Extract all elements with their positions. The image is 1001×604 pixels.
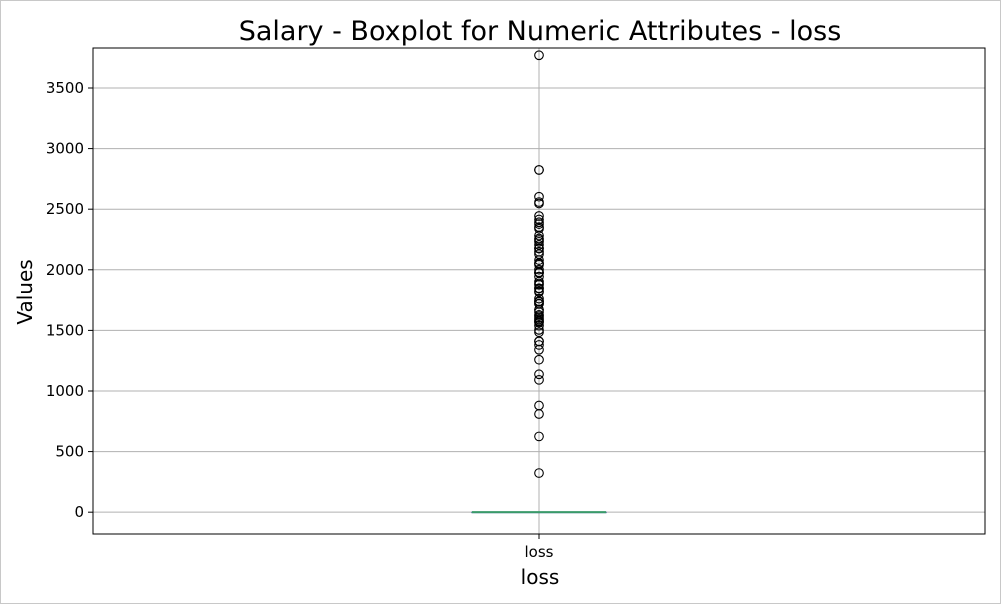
outlier-point <box>534 219 544 229</box>
outlier-point <box>534 243 544 254</box>
outlier-point <box>534 344 544 355</box>
outlier-point <box>534 165 544 175</box>
outlier-point <box>534 279 544 290</box>
outlier-point <box>534 264 544 275</box>
outlier-point <box>534 230 544 241</box>
outlier-point <box>534 50 544 61</box>
x-tick-label: loss <box>525 543 554 561</box>
outlier-point <box>534 214 544 225</box>
y-tick-label: 1500 <box>46 321 84 339</box>
outlier-point <box>534 320 544 331</box>
outlier-point <box>534 293 544 304</box>
outlier-point <box>534 317 544 328</box>
chart-title: Salary - Boxplot for Numeric Attributes … <box>239 16 842 47</box>
outlier-point <box>534 223 544 234</box>
outlier-point <box>534 191 544 202</box>
outlier-point <box>534 198 544 209</box>
x-axis-label: loss <box>521 565 560 589</box>
outlier-point <box>534 236 544 247</box>
outlier-point <box>534 283 544 294</box>
y-tick-label: 1000 <box>46 382 84 400</box>
outlier-point <box>534 340 544 350</box>
outlier-point <box>534 468 544 478</box>
y-tick-label: 500 <box>55 443 84 461</box>
outlier-point <box>534 255 544 265</box>
y-tick-label: 3500 <box>46 79 84 97</box>
y-tick-label: 2500 <box>46 200 84 218</box>
outlier-point <box>534 239 544 250</box>
outlier-point <box>534 325 544 335</box>
axes: 0 500 1000 1500 2000 2500 3000 3500 loss <box>46 47 986 561</box>
outlier-point <box>534 374 544 385</box>
y-axis-label: Values <box>13 259 37 324</box>
outlier-point <box>534 369 544 380</box>
plot-area <box>471 50 607 514</box>
axes-frame <box>92 47 986 535</box>
y-tick-label: 2000 <box>46 261 84 279</box>
outlier-point <box>534 354 544 365</box>
outlier-point <box>534 431 544 442</box>
y-tick-label: 3000 <box>46 140 84 158</box>
outlier-point <box>534 409 544 419</box>
y-tick-label: 0 <box>74 503 84 521</box>
grid-lines <box>93 48 985 534</box>
